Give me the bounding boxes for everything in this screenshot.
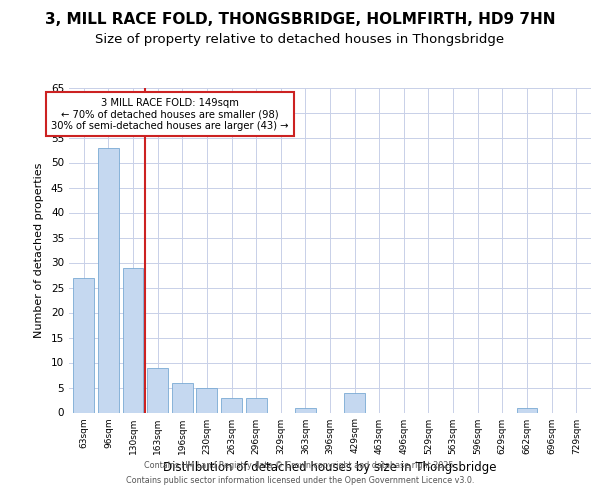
Bar [147,368,168,412]
X-axis label: Distribution of detached houses by size in Thongsbridge: Distribution of detached houses by size … [163,460,497,473]
Text: 3 MILL RACE FOLD: 149sqm
← 70% of detached houses are smaller (98)
30% of semi-d: 3 MILL RACE FOLD: 149sqm ← 70% of detach… [51,98,289,130]
Bar [196,388,217,412]
Text: Size of property relative to detached houses in Thongsbridge: Size of property relative to detached ho… [95,32,505,46]
Y-axis label: Number of detached properties: Number of detached properties [34,162,44,338]
Bar [517,408,538,412]
Text: Contains public sector information licensed under the Open Government Licence v3: Contains public sector information licen… [126,476,474,485]
Text: 3, MILL RACE FOLD, THONGSBRIDGE, HOLMFIRTH, HD9 7HN: 3, MILL RACE FOLD, THONGSBRIDGE, HOLMFIR… [45,12,555,28]
Bar [295,408,316,412]
Bar [73,278,94,412]
Bar [245,398,266,412]
Bar [172,382,193,412]
Bar [344,392,365,412]
Bar [122,268,143,412]
Text: Contains HM Land Registry data © Crown copyright and database right 2025.: Contains HM Land Registry data © Crown c… [144,461,456,470]
Bar [221,398,242,412]
Bar [98,148,119,412]
